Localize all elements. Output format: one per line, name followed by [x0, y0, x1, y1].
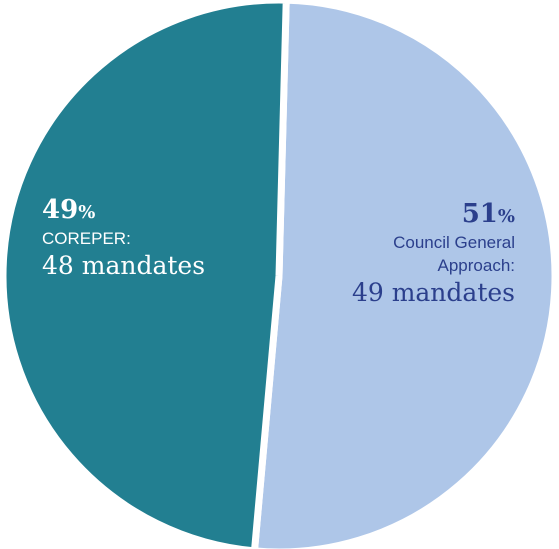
percent-value-coreper: 49 [42, 195, 79, 225]
percent-sign-council: % [497, 206, 515, 227]
pie-slice-council [251, 0, 559, 549]
percent-label-council: 51% [352, 201, 515, 227]
value-label-coreper: 48 mandates [42, 251, 206, 280]
pie-slice-corep [0, 0, 290, 549]
category-label-council-line-2: Approach: [437, 256, 516, 275]
value-label-council: 49 mandates [351, 278, 515, 307]
percent-value-council: 51 [461, 199, 498, 229]
slice-label-coreper: 49% COREPER: 48 mandates [42, 197, 205, 281]
category-label-council: Council General Approach: [352, 231, 515, 277]
slice-label-council: 51% Council General Approach: 49 mandate… [352, 201, 515, 308]
percent-label-coreper: 49% [42, 197, 205, 223]
category-label-council-line-1: Council General [393, 233, 515, 252]
category-label-coreper: COREPER: [42, 229, 131, 248]
percent-sign-coreper: % [78, 202, 96, 223]
